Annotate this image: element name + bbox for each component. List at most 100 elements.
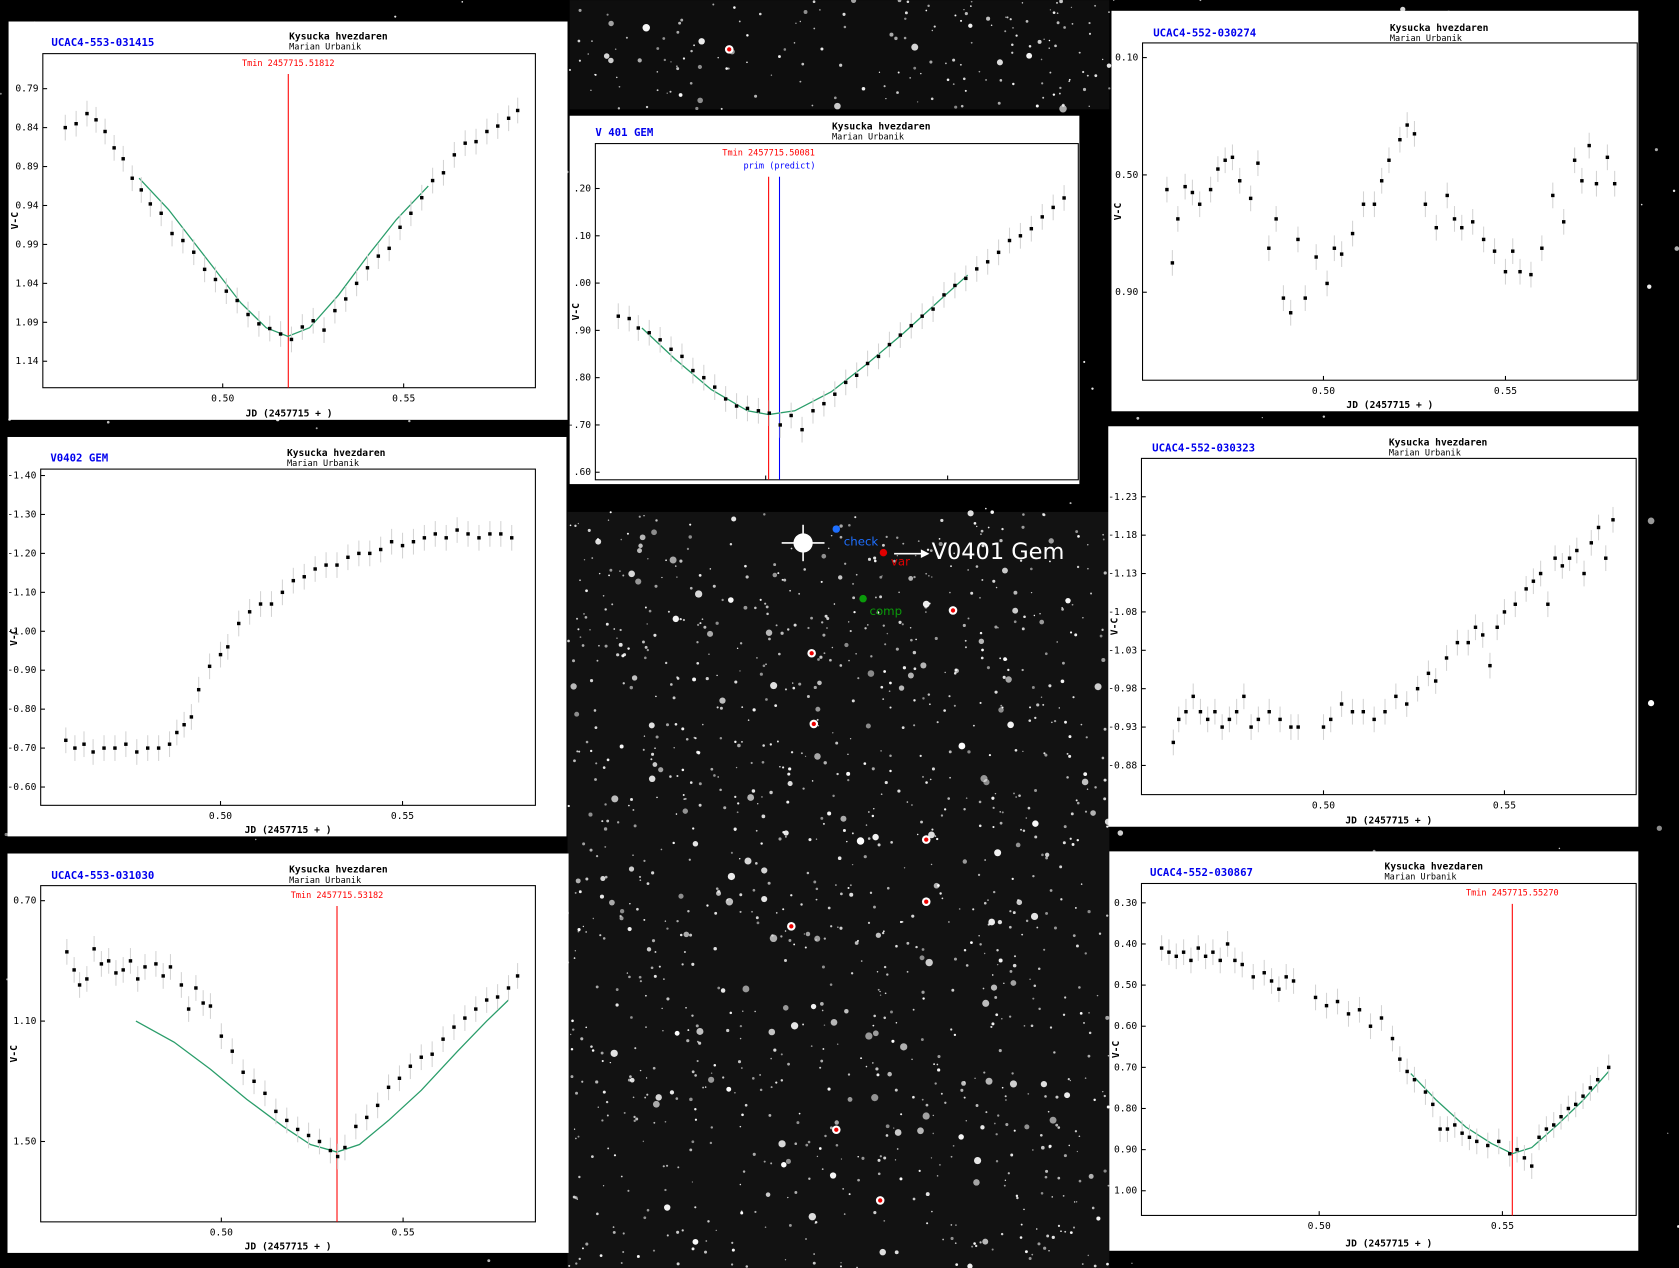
star bbox=[850, 972, 854, 975]
star bbox=[1059, 86, 1062, 90]
data-point bbox=[1171, 740, 1176, 745]
data-point bbox=[65, 950, 69, 954]
star bbox=[691, 1181, 694, 1183]
star bbox=[632, 1096, 635, 1099]
star bbox=[572, 1195, 576, 1199]
data-point bbox=[258, 602, 263, 606]
star bbox=[1002, 675, 1006, 679]
star bbox=[665, 1164, 669, 1167]
data-point bbox=[477, 536, 481, 540]
star bbox=[669, 556, 677, 564]
star bbox=[974, 1156, 982, 1165]
star bbox=[840, 815, 847, 822]
star bbox=[1042, 96, 1045, 99]
star bbox=[970, 941, 973, 945]
star bbox=[719, 706, 723, 710]
observatory: Kysucka hvezdaren bbox=[287, 448, 386, 459]
star bbox=[1024, 1250, 1028, 1254]
star bbox=[632, 809, 635, 811]
data-point bbox=[311, 319, 315, 323]
star bbox=[855, 652, 857, 655]
star bbox=[1103, 778, 1107, 782]
star bbox=[912, 1095, 915, 1099]
star bbox=[834, 102, 841, 110]
star bbox=[835, 884, 837, 886]
star bbox=[826, 617, 830, 621]
data-point bbox=[92, 947, 96, 951]
star bbox=[821, 965, 825, 969]
data-point bbox=[1588, 1086, 1593, 1090]
star bbox=[861, 1156, 865, 1160]
light-curve-panel: UCAC4-552-030274 Kysucka hvezdarenMarian … bbox=[1111, 10, 1639, 412]
chart-title: V 401 GEM bbox=[595, 126, 653, 139]
data-point bbox=[1205, 717, 1210, 722]
star bbox=[648, 722, 655, 729]
data-point bbox=[202, 267, 207, 272]
star bbox=[840, 1158, 843, 1160]
star bbox=[1009, 18, 1012, 21]
star bbox=[737, 1060, 742, 1064]
star bbox=[645, 1026, 647, 1029]
star bbox=[929, 60, 933, 64]
star bbox=[1098, 932, 1102, 935]
star bbox=[615, 1003, 619, 1007]
star bbox=[571, 1019, 574, 1023]
star bbox=[896, 536, 899, 540]
data-point bbox=[1575, 548, 1579, 553]
star bbox=[963, 1096, 966, 1099]
data-point bbox=[226, 645, 230, 649]
star bbox=[1009, 910, 1012, 913]
star bbox=[612, 1230, 616, 1234]
star bbox=[635, 578, 642, 585]
star bbox=[847, 779, 850, 782]
data-point bbox=[306, 1133, 311, 1138]
star bbox=[729, 1011, 733, 1015]
data-point bbox=[1361, 202, 1366, 206]
star bbox=[1076, 838, 1079, 842]
star bbox=[1055, 1123, 1059, 1127]
star bbox=[810, 616, 813, 620]
star bbox=[824, 1134, 827, 1138]
data-point bbox=[931, 307, 935, 311]
star bbox=[1647, 517, 1655, 525]
star bbox=[819, 655, 823, 659]
star bbox=[952, 58, 956, 62]
star bbox=[837, 926, 839, 928]
data-point bbox=[102, 746, 106, 750]
light-curve-panel: UCAC4-552-030867 Kysucka hvezdarenMarian … bbox=[1109, 851, 1639, 1251]
chart-title: UCAC4-552-030274 bbox=[1153, 26, 1256, 39]
star bbox=[1007, 668, 1010, 672]
star bbox=[985, 1077, 993, 1085]
star bbox=[573, 759, 576, 763]
data-point bbox=[964, 276, 968, 281]
chart-title: UCAC4-552-030323 bbox=[1152, 442, 1255, 455]
star-label: comp bbox=[869, 604, 902, 618]
star bbox=[752, 708, 756, 712]
data-point bbox=[419, 1055, 423, 1059]
star bbox=[984, 859, 986, 861]
star bbox=[890, 1010, 893, 1014]
star bbox=[726, 1028, 730, 1033]
star bbox=[867, 921, 871, 925]
field-strip bbox=[569, 0, 1110, 110]
x-axis-label: JD (2457715 + ) bbox=[793, 498, 880, 509]
star bbox=[616, 653, 620, 657]
star bbox=[606, 13, 609, 16]
data-point bbox=[365, 266, 370, 270]
star bbox=[651, 752, 655, 756]
observer: Marian Urbanik bbox=[832, 133, 905, 143]
star bbox=[608, 57, 614, 64]
star bbox=[948, 921, 950, 923]
marked-star bbox=[924, 837, 929, 842]
star bbox=[585, 1026, 588, 1029]
star bbox=[1036, 703, 1040, 707]
star bbox=[920, 662, 927, 669]
star bbox=[925, 9, 928, 12]
star bbox=[1078, 986, 1081, 989]
data-point bbox=[156, 746, 161, 750]
marker-label: Tmin 2457715.55270 bbox=[1466, 889, 1559, 899]
star bbox=[932, 1132, 935, 1135]
y-tick-label: -1.23 bbox=[1108, 492, 1137, 503]
star bbox=[1055, 1095, 1059, 1099]
star bbox=[852, 582, 855, 585]
